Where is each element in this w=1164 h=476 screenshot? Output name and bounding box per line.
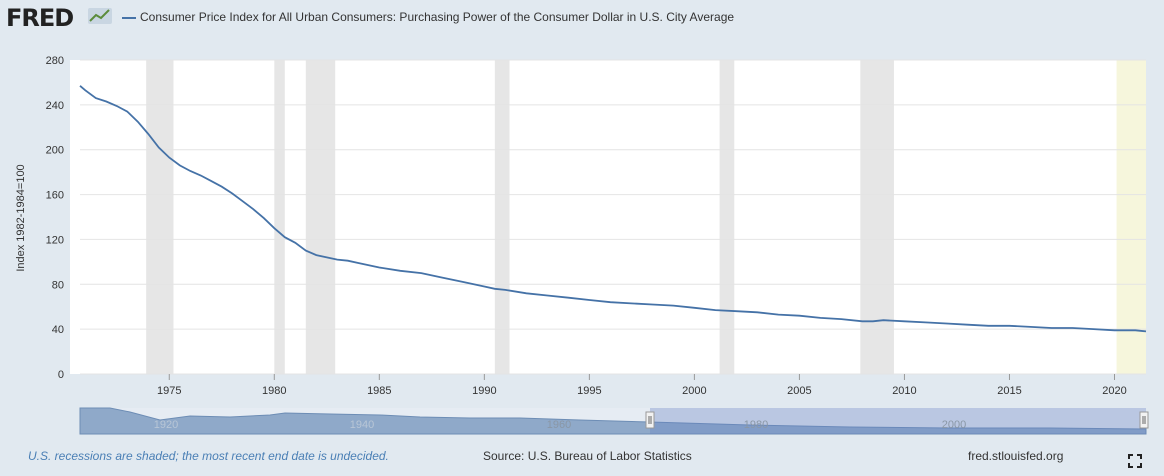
y-axis-ticks: 0 40 80 120 160 200 240 280 [46,55,64,381]
legend: Consumer Price Index for All Urban Consu… [122,10,734,24]
x-axis-ticks: 1975 1980 1985 1990 1995 2000 2005 2010 2015 2020 [157,374,1127,397]
chart: 0 40 80 120 160 200 240 280 1975 1980 1985 1990 199… [15,55,1149,435]
site-link[interactable]: fred.stlouisfed.org [968,449,1064,463]
recession-band [305,60,336,374]
fred-logo[interactable]: FRED [6,4,74,32]
gridlines [80,59,1146,375]
navigator-area [79,407,1147,435]
navigator-left-handle[interactable] [645,411,655,429]
y-tick-label: 80 [52,279,64,291]
x-tick-label: 2000 [682,385,706,397]
x-tick-label: 2005 [787,385,811,397]
y-tick-label: 240 [46,100,64,112]
navigator-label-1960: 1960 [547,419,571,431]
navigator-right-handle[interactable] [1139,411,1149,429]
y-tick-label: 200 [46,145,64,157]
x-tick-label: 2010 [892,385,916,397]
x-tick-label: 2015 [997,385,1021,397]
recession-footnote: U.S. recessions are shaded; the most rec… [28,449,389,463]
x-tick-label: 1985 [367,385,391,397]
y-axis-label: Index 1982-1984=100 [15,164,27,271]
legend-label: Consumer Price Index for All Urban Consu… [140,10,735,24]
chart-footer: U.S. recessions are shaded; the most rec… [0,440,1164,476]
recession-band [719,60,735,374]
plot-background [70,60,1146,374]
recession-band [494,60,510,374]
recession-band [860,60,894,374]
navigator-label-1980: 1980 [744,419,768,431]
legend-swatch [122,16,136,19]
chart-header: FRED Consumer Price Index for All Urban … [0,0,1164,36]
navigator-label-2000: 2000 [942,419,966,431]
x-tick-label: 1975 [157,385,181,397]
fred-logo-graph-icon [88,8,112,24]
navigator-faint-label-1920: 1920 [154,419,178,431]
navigator[interactable]: 1920 1940 1960 1980 2000 [79,407,1149,435]
y-tick-label: 160 [46,190,64,202]
x-tick-label: 2020 [1102,385,1126,397]
source-credit: Source: U.S. Bureau of Labor Statistics [483,449,692,463]
recession-band [146,60,174,374]
recession-bands [146,60,1146,374]
x-tick-label: 1980 [262,385,286,397]
y-tick-label: 0 [58,369,64,381]
y-tick-label: 120 [46,234,64,246]
fullscreen-icon[interactable] [1128,454,1142,468]
recession-band [274,60,285,374]
navigator-selection[interactable] [650,408,1146,434]
recession-band [1116,60,1146,374]
y-tick-label: 40 [52,324,64,336]
series-line [79,85,1147,333]
x-tick-label: 1995 [577,385,601,397]
y-tick-label: 280 [46,55,64,67]
x-tick-label: 1990 [472,385,496,397]
navigator-faint-label-1940: 1940 [350,419,374,431]
